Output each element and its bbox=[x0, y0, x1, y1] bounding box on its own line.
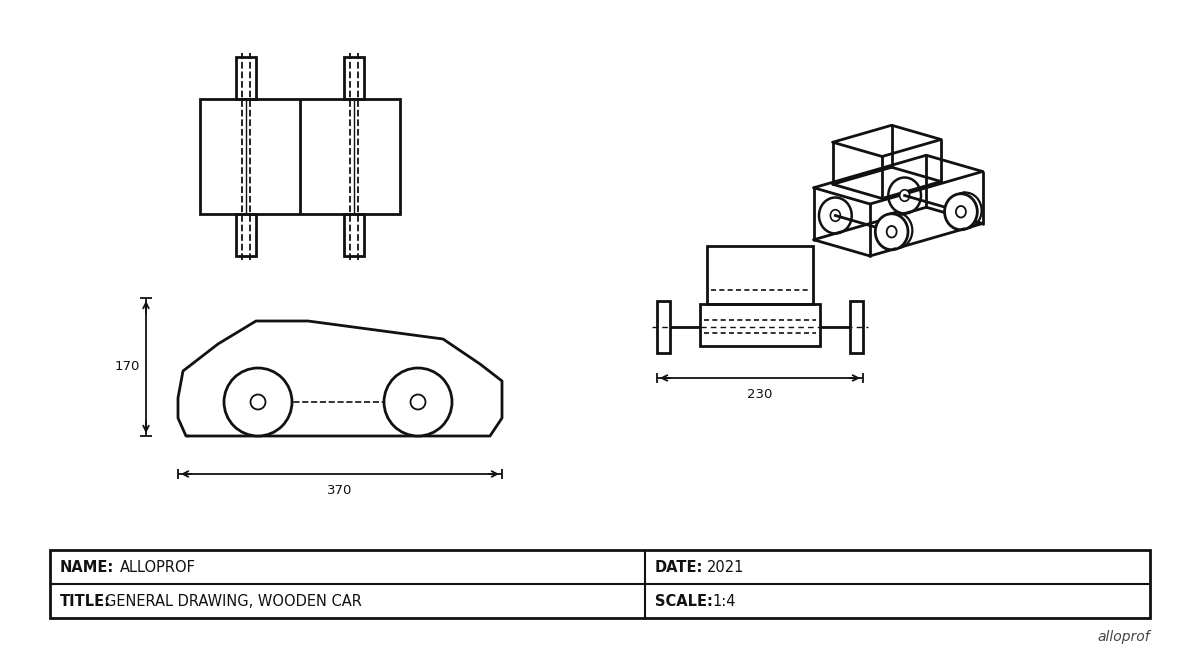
Ellipse shape bbox=[944, 194, 977, 230]
Text: DATE:: DATE: bbox=[655, 559, 703, 575]
Text: NAME:: NAME: bbox=[60, 559, 114, 575]
Bar bbox=[236, 214, 256, 256]
Bar bbox=[50, 550, 1150, 618]
Circle shape bbox=[384, 368, 452, 436]
Bar bbox=[850, 300, 863, 353]
Bar bbox=[344, 57, 364, 99]
Ellipse shape bbox=[830, 210, 840, 221]
Ellipse shape bbox=[818, 198, 852, 234]
Ellipse shape bbox=[888, 178, 922, 214]
Text: ALLOPROF: ALLOPROF bbox=[120, 559, 196, 575]
Text: 170: 170 bbox=[115, 360, 140, 374]
Bar bbox=[200, 99, 400, 214]
Text: alloprof: alloprof bbox=[1097, 630, 1150, 644]
Circle shape bbox=[410, 394, 426, 410]
Text: GENERAL DRAWING, WOODEN CAR: GENERAL DRAWING, WOODEN CAR bbox=[106, 593, 362, 609]
Ellipse shape bbox=[887, 226, 896, 238]
Bar bbox=[700, 304, 820, 346]
Text: TITLE:: TITLE: bbox=[60, 593, 112, 609]
Ellipse shape bbox=[875, 214, 908, 250]
Bar bbox=[344, 214, 364, 256]
Circle shape bbox=[251, 394, 265, 410]
Text: 370: 370 bbox=[328, 484, 353, 497]
Ellipse shape bbox=[900, 190, 910, 201]
Circle shape bbox=[224, 368, 292, 436]
Text: 230: 230 bbox=[748, 388, 773, 401]
Ellipse shape bbox=[956, 206, 966, 218]
Bar bbox=[658, 300, 670, 353]
Text: 2021: 2021 bbox=[707, 559, 744, 575]
Bar bbox=[707, 246, 812, 304]
Bar bbox=[236, 57, 256, 99]
Text: 1:4: 1:4 bbox=[712, 593, 736, 609]
Text: SCALE:: SCALE: bbox=[655, 593, 713, 609]
